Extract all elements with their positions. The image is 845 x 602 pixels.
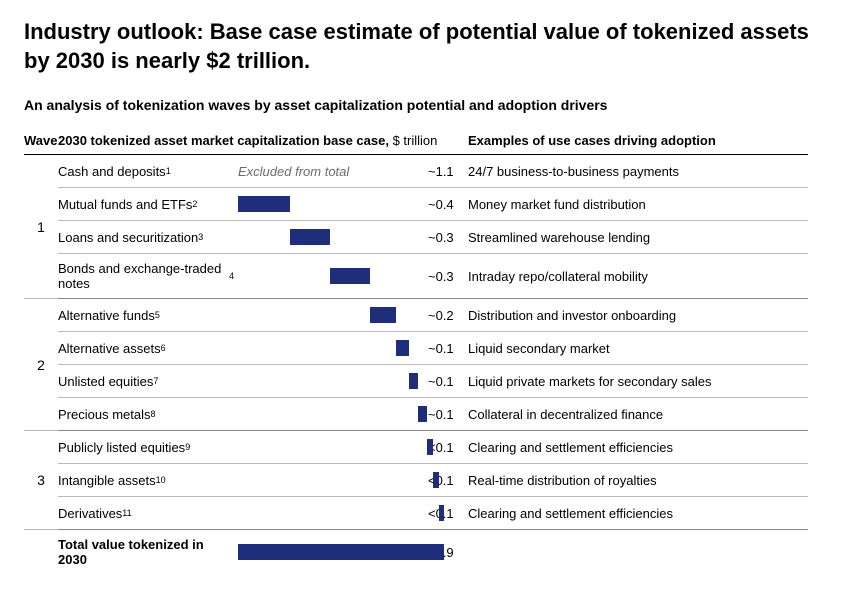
- value-label: <0.1: [428, 497, 468, 530]
- use-case: Streamlined warehouse lending: [468, 221, 808, 254]
- asset-name: Publicly listed equities9: [58, 431, 238, 464]
- bar: [238, 196, 290, 212]
- wave-label: [24, 530, 58, 574]
- bar: [396, 340, 409, 356]
- asset-name: Alternative assets6: [58, 332, 238, 365]
- tokenization-table: Wave 2030 tokenized asset market capital…: [24, 127, 821, 574]
- use-case: Clearing and settlement efficiencies: [468, 497, 808, 530]
- asset-name: Loans and securitization3: [58, 221, 238, 254]
- col-header-wave: Wave: [24, 127, 58, 155]
- use-case: Distribution and investor onboarding: [468, 299, 808, 332]
- bar-cell: [238, 497, 428, 530]
- use-case: [468, 530, 808, 574]
- asset-name: Alternative funds5: [58, 299, 238, 332]
- bar: [418, 406, 427, 422]
- excluded-label: Excluded from total: [238, 164, 349, 179]
- bar: [238, 544, 444, 560]
- col-header-marketcap-text: 2030 tokenized asset market capitalizati…: [58, 133, 389, 148]
- asset-name: Cash and deposits1: [58, 155, 238, 188]
- value-label: ~0.1: [428, 365, 468, 398]
- value-label: <0.1: [428, 431, 468, 464]
- bar-cell: [238, 221, 428, 254]
- wave-label: 1: [24, 155, 58, 299]
- bar-cell: [238, 431, 428, 464]
- page: Industry outlook: Base case estimate of …: [0, 0, 845, 602]
- use-case: Real-time distribution of royalties: [468, 464, 808, 497]
- asset-name: Precious metals8: [58, 398, 238, 431]
- asset-name: Intangible assets10: [58, 464, 238, 497]
- bar-cell: [238, 398, 428, 431]
- bar-cell: [238, 464, 428, 497]
- value-label: ~0.3: [428, 221, 468, 254]
- bar-cell: [238, 254, 428, 299]
- wave-label: 2: [24, 299, 58, 431]
- asset-name: Bonds and exchange-traded notes4: [58, 254, 238, 299]
- bar: [439, 505, 444, 521]
- page-subtitle: An analysis of tokenization waves by ass…: [24, 97, 821, 113]
- bar-cell: Excluded from total: [238, 155, 428, 188]
- page-title: Industry outlook: Base case estimate of …: [24, 18, 821, 75]
- value-label: ~0.3: [428, 254, 468, 299]
- bar-cell: [238, 188, 428, 221]
- asset-name: Unlisted equities7: [58, 365, 238, 398]
- bar-cell: [238, 365, 428, 398]
- value-label: ~0.1: [428, 398, 468, 431]
- use-case: Liquid secondary market: [468, 332, 808, 365]
- use-case: Collateral in decentralized finance: [468, 398, 808, 431]
- wave-label: 3: [24, 431, 58, 530]
- use-case: 24/7 business-to-business payments: [468, 155, 808, 188]
- col-header-marketcap: 2030 tokenized asset market capitalizati…: [58, 127, 468, 155]
- bar: [330, 268, 370, 284]
- col-header-usecases: Examples of use cases driving adoption: [468, 127, 808, 155]
- bar-cell: [238, 332, 428, 365]
- bar: [433, 472, 439, 488]
- bar: [290, 229, 330, 245]
- bar-cell: [238, 530, 428, 574]
- col-header-unit: $ trillion: [389, 133, 437, 148]
- value-label: ~1.1: [428, 155, 468, 188]
- asset-name: Mutual funds and ETFs2: [58, 188, 238, 221]
- use-case: Liquid private markets for secondary sal…: [468, 365, 808, 398]
- use-case: Money market fund distribution: [468, 188, 808, 221]
- bar-cell: [238, 299, 428, 332]
- bar: [409, 373, 418, 389]
- value-label: ~0.1: [428, 332, 468, 365]
- use-case: Clearing and settlement efficiencies: [468, 431, 808, 464]
- asset-name: Derivatives11: [58, 497, 238, 530]
- bar: [370, 307, 396, 323]
- use-case: Intraday repo/collateral mobility: [468, 254, 808, 299]
- value-label: ~0.4: [428, 188, 468, 221]
- value-label: ~0.2: [428, 299, 468, 332]
- total-label: Total value tokenized in 2030: [58, 530, 238, 574]
- bar: [427, 439, 433, 455]
